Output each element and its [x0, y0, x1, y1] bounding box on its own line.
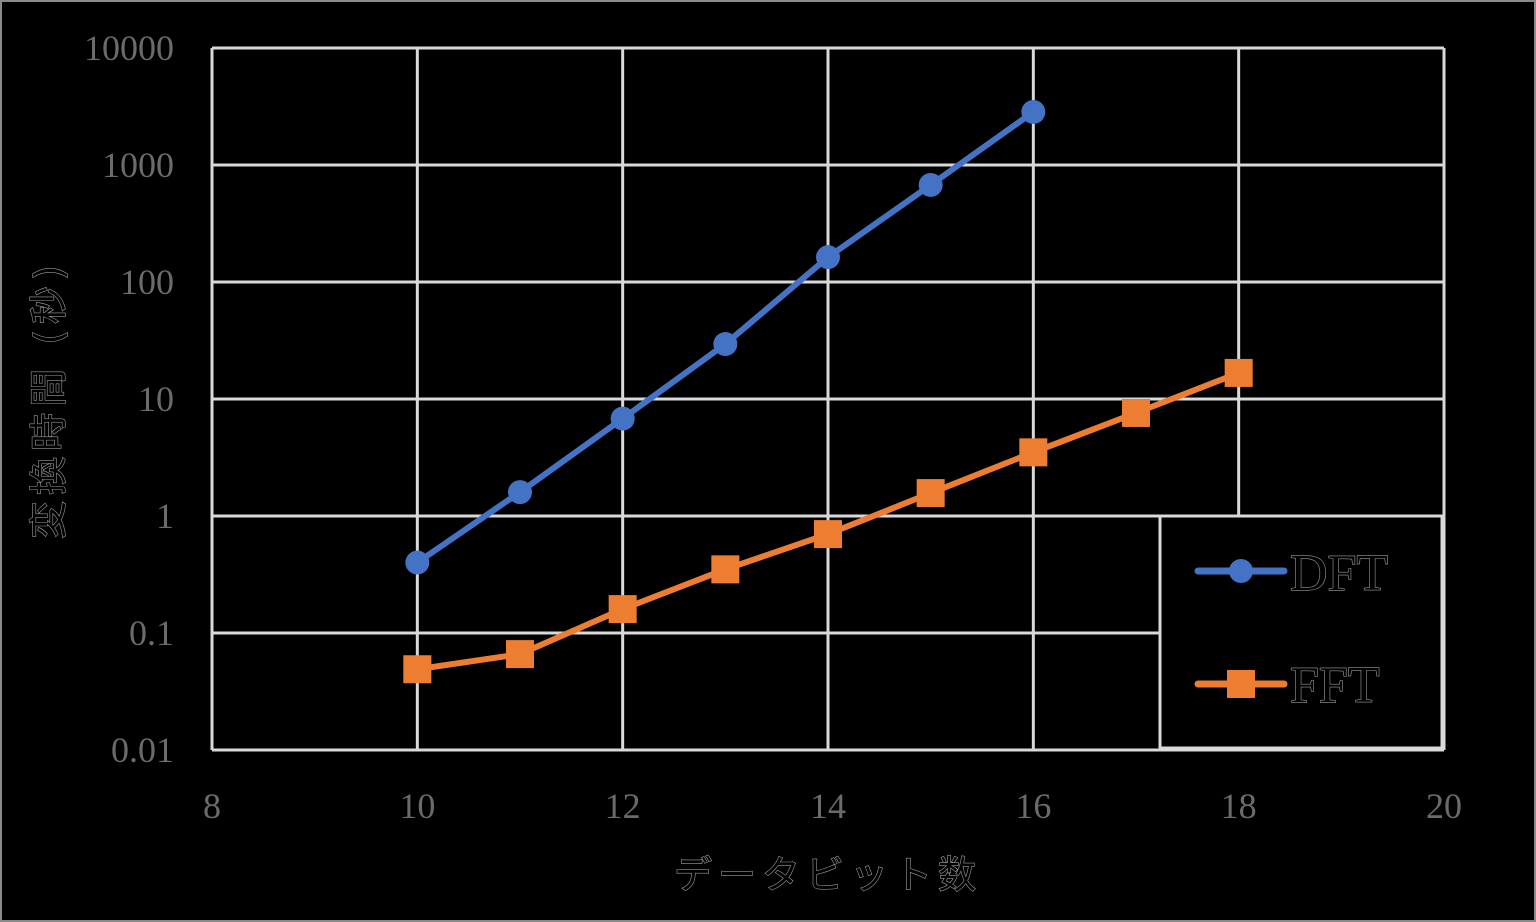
square-marker-icon — [608, 595, 637, 624]
x-axis-ticks: 8 10 12 14 16 18 20 — [203, 786, 1462, 826]
y-tick-label: 1 — [156, 496, 174, 536]
circle-marker-icon — [610, 406, 635, 431]
square-marker-icon — [814, 520, 842, 549]
series-fft — [403, 358, 1253, 684]
x-tick-label: 12 — [605, 786, 641, 826]
circle-marker-icon — [713, 332, 738, 357]
legend: DFT FFT — [1158, 514, 1444, 750]
circle-marker-icon — [405, 550, 430, 575]
y-tick-label: 0.1 — [129, 613, 174, 653]
x-tick-label: 14 — [810, 786, 846, 826]
legend-box — [1158, 514, 1444, 750]
x-tick-label: 8 — [203, 786, 221, 826]
square-marker-icon — [403, 655, 432, 684]
square-marker-icon — [711, 555, 740, 584]
legend-label-fft: FFT — [1290, 657, 1380, 714]
dft-circle-marker-icon — [1229, 559, 1253, 583]
legend-label-dft: DFT — [1290, 545, 1388, 602]
x-tick-label: 10 — [399, 786, 435, 826]
square-marker-icon — [1122, 398, 1150, 427]
x-tick-label: 16 — [1015, 786, 1051, 826]
x-tick-label: 18 — [1221, 786, 1257, 826]
circle-marker-icon — [508, 480, 532, 505]
series-dft — [405, 99, 1046, 575]
y-tick-label: 0.01 — [111, 730, 174, 770]
y-tick-label: 1000 — [102, 145, 174, 185]
y-tick-label: 100 — [120, 262, 174, 302]
x-tick-label: 20 — [1426, 786, 1462, 826]
square-marker-icon — [916, 479, 945, 508]
x-axis-title: データビット数 — [674, 853, 982, 897]
legend-item-fft: FFT — [1194, 656, 1380, 715]
y-tick-label: 10 — [138, 379, 174, 419]
square-marker-icon — [1019, 438, 1048, 467]
fft-square-marker-icon — [1227, 670, 1255, 698]
square-marker-icon — [1224, 358, 1253, 387]
circle-marker-icon — [1021, 99, 1046, 124]
y-axis-ticks: 0.01 0.1 1 10 100 1000 10000 — [84, 28, 174, 770]
y-tick-label: 10000 — [84, 28, 174, 68]
circle-marker-icon — [816, 245, 840, 270]
y-axis-title: 変換時間 (秒) — [27, 259, 71, 539]
square-marker-icon — [506, 640, 534, 669]
circle-marker-icon — [918, 172, 943, 197]
data-series — [403, 99, 1253, 684]
legend-item-dft: DFT — [1194, 544, 1389, 603]
